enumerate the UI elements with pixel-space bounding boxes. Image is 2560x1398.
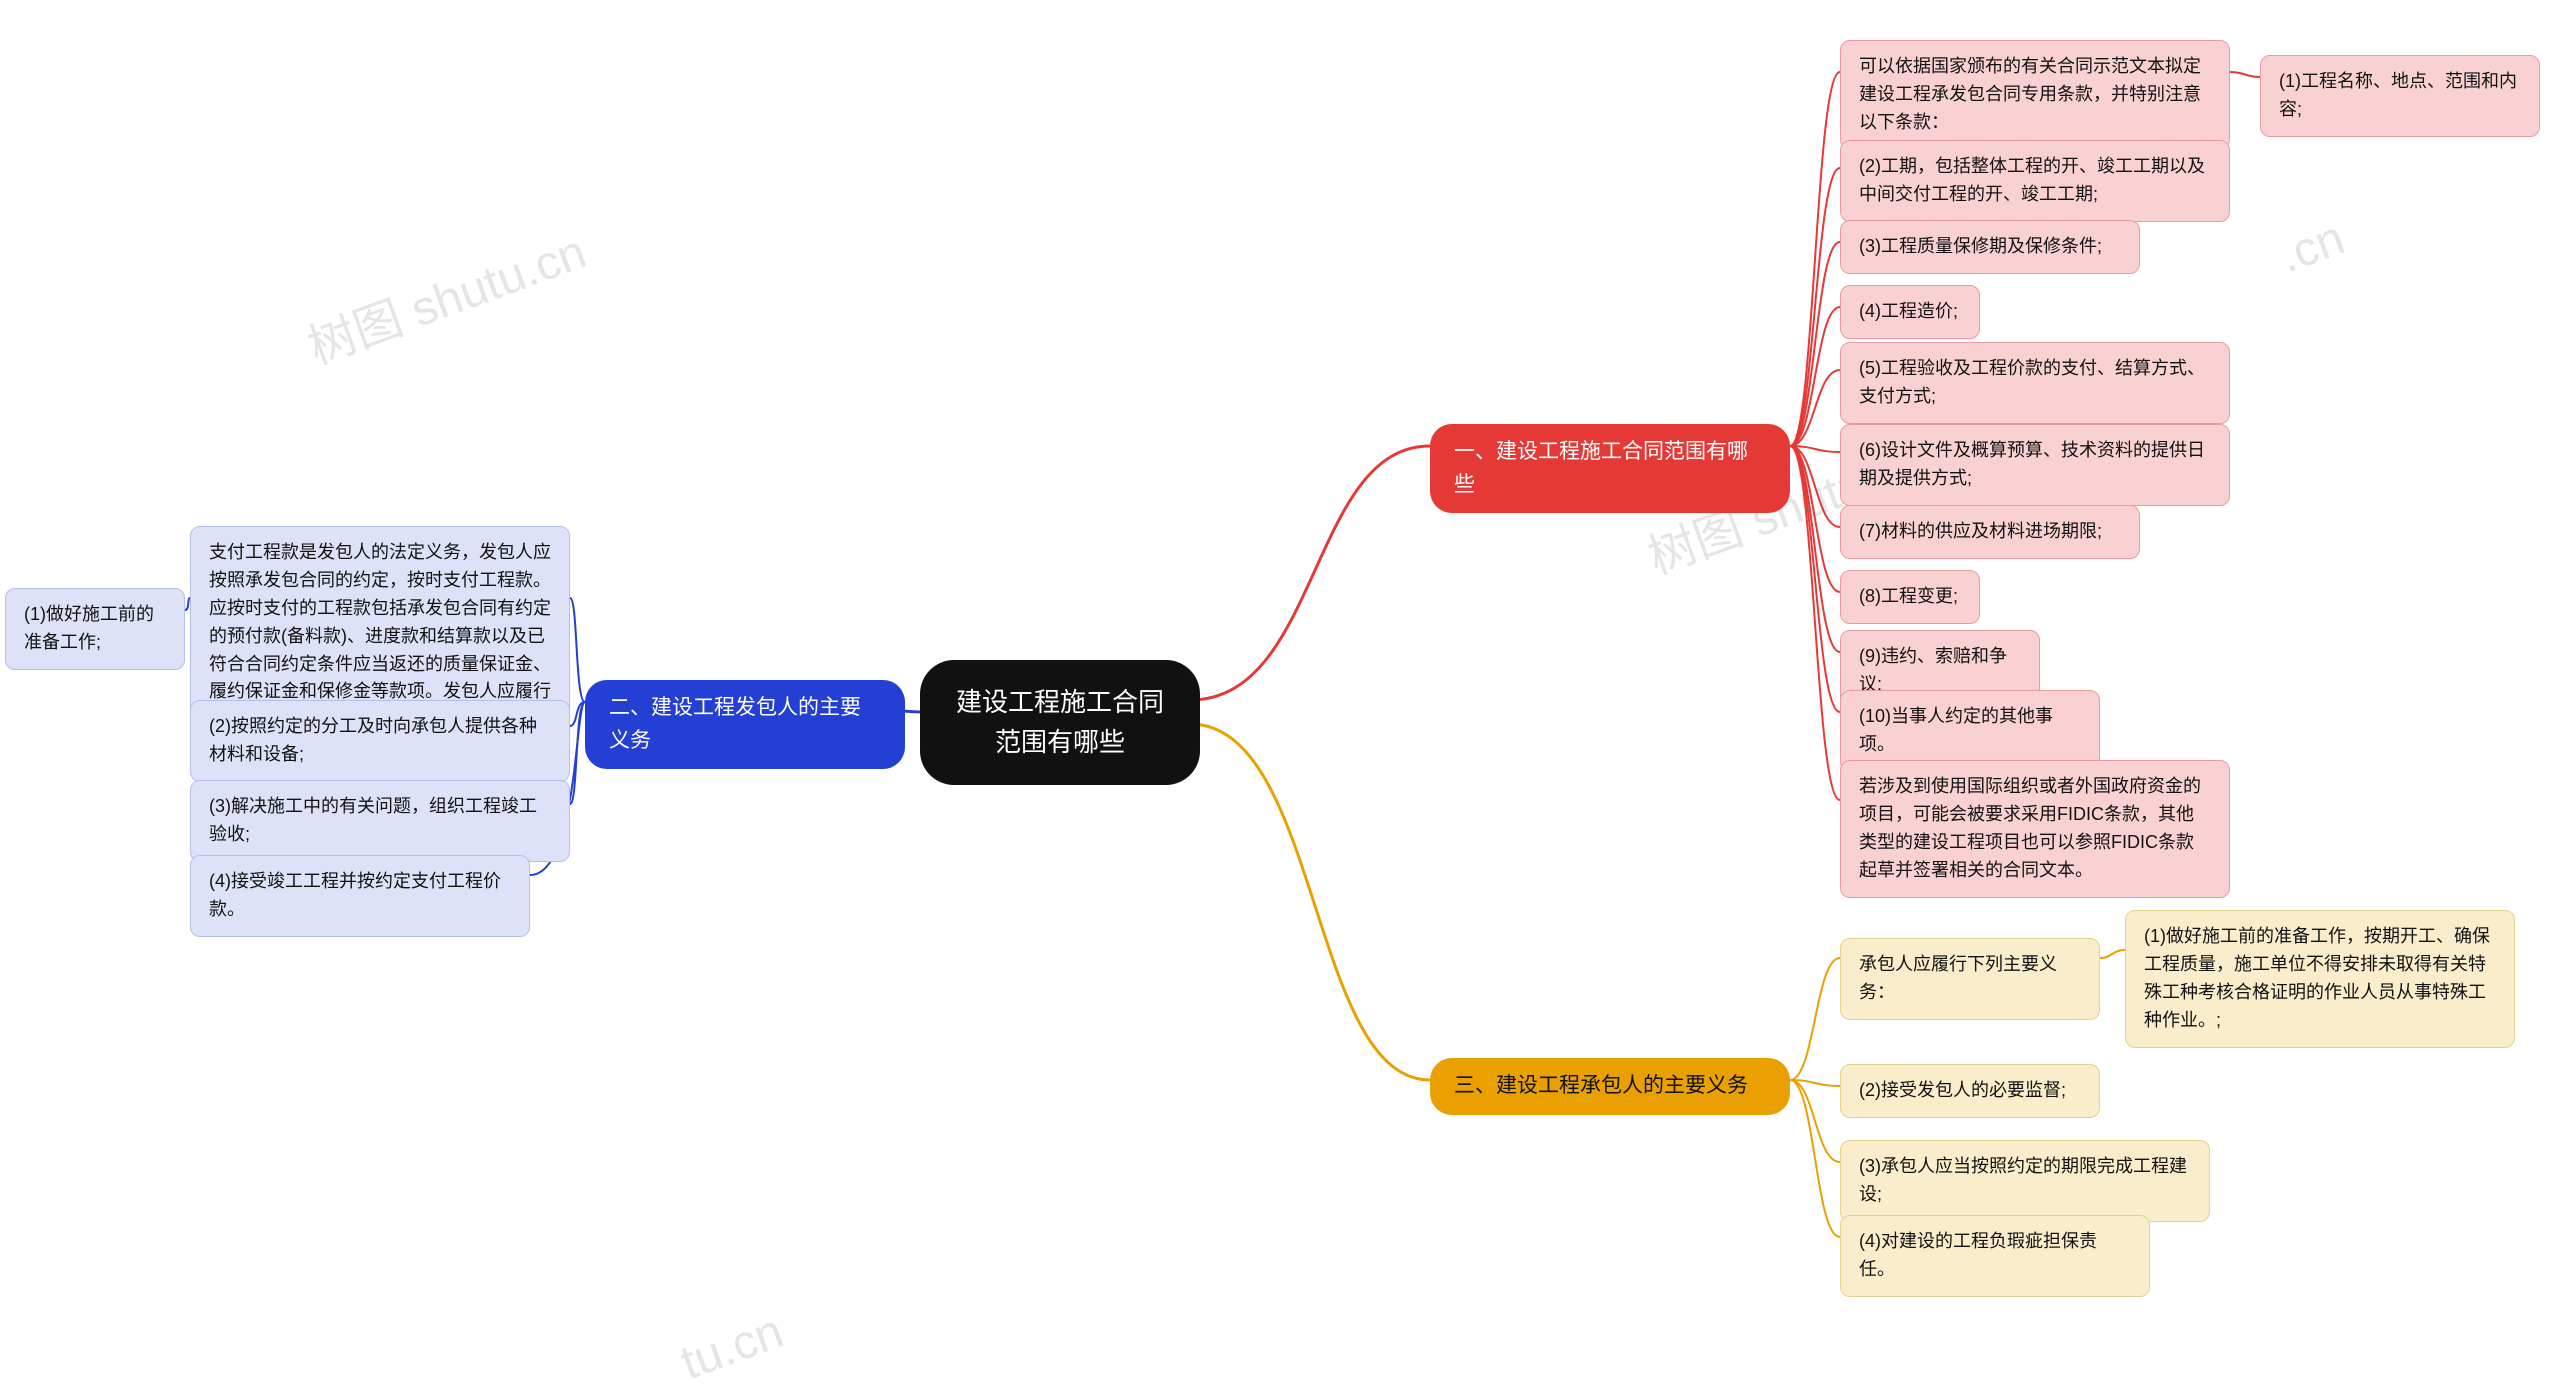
b3-leaf-sub: (1)做好施工前的准备工作，按期开工、确保工程质量，施工单位不得安排未取得有关特… (2125, 910, 2515, 1048)
branch-3: 三、建设工程承包人的主要义务 (1430, 1058, 1790, 1115)
b3-leaf: 承包人应履行下列主要义务： (1840, 938, 2100, 1020)
branch-1: 一、建设工程施工合同范围有哪些 (1430, 424, 1790, 513)
b1-leaf: (2)工期，包括整体工程的开、竣工工期以及中间交付工程的开、竣工工期; (1840, 140, 2230, 222)
b2-leaf: (2)按照约定的分工及时向承包人提供各种材料和设备; (190, 700, 570, 782)
b2-leaf: (3)解决施工中的有关问题，组织工程竣工验收; (190, 780, 570, 862)
branch-2: 二、建设工程发包人的主要义务 (585, 680, 905, 769)
b1-leaf-sub: (1)工程名称、地点、范围和内容; (2260, 55, 2540, 137)
watermark: 树图 shutu.cn (297, 212, 594, 377)
watermark: .cn (2273, 211, 2352, 285)
b1-leaf: 可以依据国家颁布的有关合同示范文本拟定建设工程承发包合同专用条款，并特别注意以下… (1840, 40, 2230, 150)
center-node: 建设工程施工合同范围有哪些 (920, 660, 1200, 785)
b1-leaf: (5)工程验收及工程价款的支付、结算方式、支付方式; (1840, 342, 2230, 424)
b2-leaf: (4)接受竣工工程并按约定支付工程价款。 (190, 855, 530, 937)
b3-leaf: (4)对建设的工程负瑕疵担保责任。 (1840, 1215, 2150, 1297)
b1-leaf: 若涉及到使用国际组织或者外国政府资金的项目，可能会被要求采用FIDIC条款，其他… (1840, 760, 2230, 898)
b1-leaf: (6)设计文件及概算预算、技术资料的提供日期及提供方式; (1840, 424, 2230, 506)
watermark: tu.cn (674, 1304, 791, 1391)
b3-leaf: (2)接受发包人的必要监督; (1840, 1064, 2100, 1118)
b1-leaf: (7)材料的供应及材料进场期限; (1840, 505, 2140, 559)
b1-leaf: (3)工程质量保修期及保修条件; (1840, 220, 2140, 274)
b3-leaf: (3)承包人应当按照约定的期限完成工程建设; (1840, 1140, 2210, 1222)
b1-leaf: (8)工程变更; (1840, 570, 1980, 624)
b2-leaf-sub: (1)做好施工前的准备工作; (5, 588, 185, 670)
b1-leaf: (4)工程造价; (1840, 285, 1980, 339)
